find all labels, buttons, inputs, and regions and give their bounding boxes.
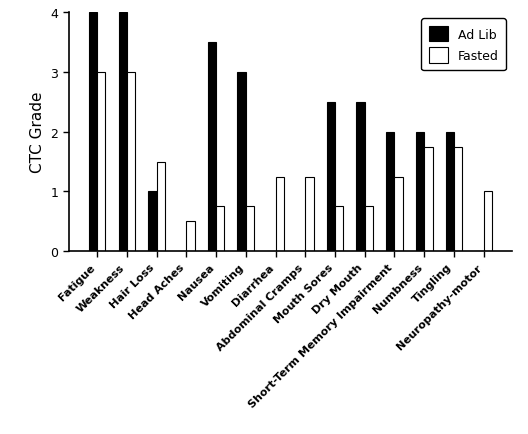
Y-axis label: CTC Grade: CTC Grade bbox=[30, 92, 45, 173]
Bar bbox=[484, 192, 492, 252]
Bar bbox=[89, 13, 97, 252]
Bar bbox=[424, 147, 432, 252]
Bar bbox=[118, 13, 127, 252]
Bar bbox=[276, 177, 284, 252]
Bar bbox=[327, 102, 335, 252]
Bar bbox=[97, 72, 106, 252]
Bar bbox=[157, 162, 165, 252]
Bar bbox=[356, 102, 365, 252]
Legend: Ad Lib, Fasted: Ad Lib, Fasted bbox=[421, 19, 506, 71]
Bar bbox=[186, 222, 195, 252]
Bar bbox=[454, 147, 463, 252]
Bar bbox=[446, 132, 454, 252]
Bar bbox=[238, 72, 246, 252]
Bar bbox=[305, 177, 314, 252]
Bar bbox=[208, 43, 216, 252]
Bar bbox=[416, 132, 424, 252]
Bar bbox=[365, 207, 373, 252]
Bar bbox=[394, 177, 403, 252]
Bar bbox=[386, 132, 394, 252]
Bar bbox=[216, 207, 224, 252]
Bar bbox=[148, 192, 157, 252]
Bar bbox=[335, 207, 343, 252]
Bar bbox=[246, 207, 254, 252]
Bar bbox=[127, 72, 135, 252]
